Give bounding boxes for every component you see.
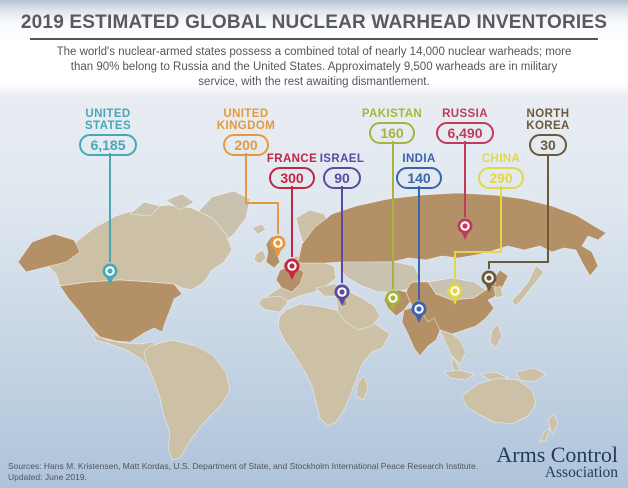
map-pin-france xyxy=(284,258,300,280)
map-pin-israel xyxy=(334,284,350,306)
logo-line2: Association xyxy=(544,463,618,481)
leader-line-north-korea xyxy=(488,155,549,269)
header: 2019 ESTIMATED GLOBAL NUCLEAR WARHEAD IN… xyxy=(0,0,628,90)
title-underline xyxy=(30,37,598,40)
sources-line1: Sources: Hans M. Kristensen, Matt Kordas… xyxy=(8,460,479,471)
arms-control-association-logo: Arms Control Association xyxy=(496,441,618,481)
landmass-philippines xyxy=(489,323,503,349)
map-pin-north-korea xyxy=(481,270,497,292)
map-pin-pakistan xyxy=(385,290,401,312)
landmass-japan xyxy=(511,265,545,307)
sources-line2: Updated: June 2019. xyxy=(8,471,87,482)
landmass-arctic-islands xyxy=(129,193,195,217)
sources-note: Sources: Hans M. Kristensen, Matt Kordas… xyxy=(8,461,478,483)
landmass-iceland xyxy=(251,223,267,235)
landmass-ireland xyxy=(253,249,267,265)
landmass-australia xyxy=(461,377,537,425)
subtitle-text: The world's nuclear-armed states possess… xyxy=(56,45,572,89)
leader-line-united-kingdom xyxy=(245,153,279,234)
landmass-madagascar xyxy=(355,375,369,401)
country-india xyxy=(401,305,441,357)
map-pin-united-states xyxy=(102,263,118,285)
landmass-indonesia xyxy=(443,367,547,383)
map-pin-india xyxy=(411,301,427,323)
landmass-south-korea xyxy=(493,285,504,299)
map-pin-russia xyxy=(457,218,473,240)
landmass-new-zealand xyxy=(539,413,559,443)
landmass-south-america xyxy=(143,339,231,461)
country-alaska xyxy=(17,233,81,273)
country-united-states xyxy=(59,279,183,343)
landmass-iberia xyxy=(257,295,289,313)
page-title: 2019 ESTIMATED GLOBAL NUCLEAR WARHEAD IN… xyxy=(20,12,608,33)
map-pin-china xyxy=(447,283,463,305)
leader-line-china xyxy=(454,186,502,282)
map-pin-united-kingdom xyxy=(270,235,286,257)
logo-line1: Arms Control xyxy=(496,441,618,467)
landmass-kazakhstan xyxy=(339,261,421,293)
landmass-arabia xyxy=(335,291,381,331)
